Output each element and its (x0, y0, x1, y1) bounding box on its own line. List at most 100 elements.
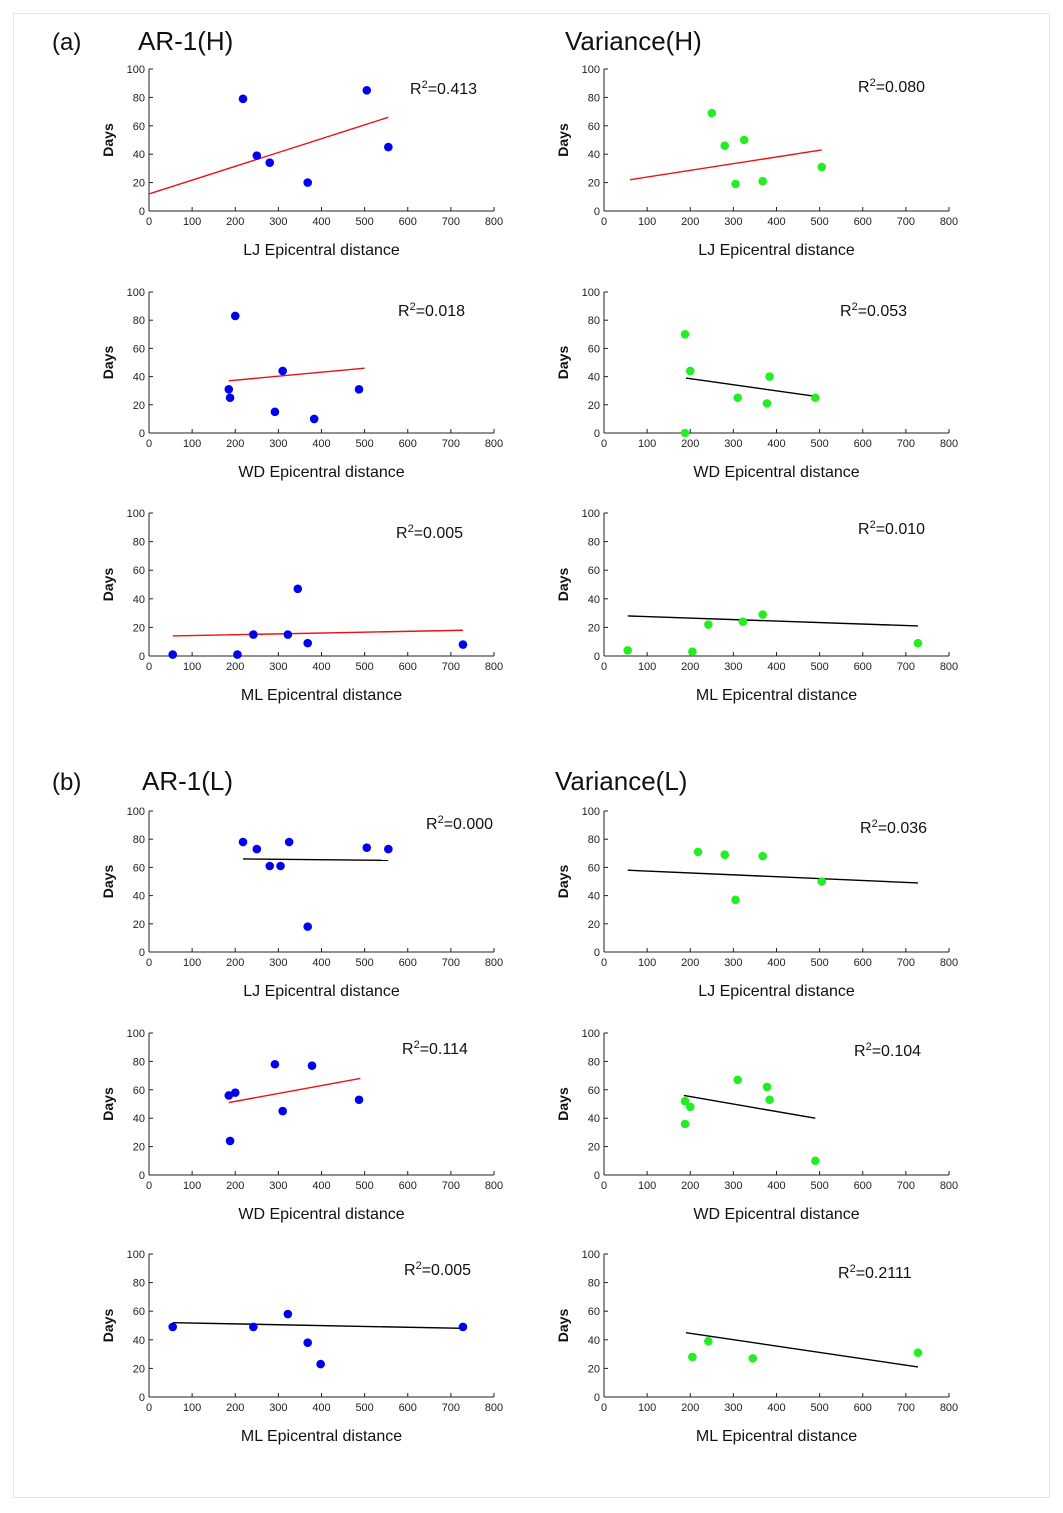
y-tick-label: 0 (139, 428, 145, 440)
x-tick-label: 100 (638, 1180, 656, 1192)
x-tick-label: 700 (897, 957, 915, 969)
x-tick-label: 200 (681, 216, 699, 228)
y-tick-label: 40 (133, 149, 145, 161)
y-tick-label: 0 (139, 651, 145, 663)
y-tick-label: 20 (588, 400, 600, 412)
data-point (293, 584, 303, 594)
y-tick-label: 20 (588, 622, 600, 634)
x-tick-label: 0 (601, 661, 607, 673)
title-variance-l: Variance(L) (555, 766, 687, 796)
x-tick-label: 600 (854, 957, 872, 969)
x-tick-label: 0 (146, 957, 152, 969)
data-point (233, 650, 242, 659)
x-tick-label: 300 (724, 1180, 742, 1192)
data-point (817, 162, 827, 172)
x-tick-label: 500 (810, 216, 828, 228)
data-point (168, 1322, 178, 1332)
y-tick-label: 80 (133, 834, 145, 846)
y-tick-label: 80 (133, 537, 145, 549)
chart-a-ar1-ml: 0 20 40 60 80 100 0 100 200 300 400 500 600 700 800 ML … (100, 508, 503, 704)
x-tick-label: 600 (854, 216, 872, 228)
data-point (762, 1082, 772, 1092)
data-point (704, 1336, 713, 1346)
y-tick-label: 0 (594, 947, 600, 959)
x-axis-label: ML Epicentral distance (696, 687, 857, 704)
y-axis-label: Days (100, 568, 116, 602)
y-axis-label: Days (555, 346, 571, 380)
x-tick-label: 600 (854, 438, 872, 450)
y-tick-label: 0 (594, 206, 600, 218)
y-tick-label: 20 (133, 178, 145, 190)
x-tick-label: 800 (940, 957, 958, 969)
x-tick-label: 500 (810, 957, 828, 969)
y-tick-label: 100 (127, 64, 145, 76)
data-point (913, 638, 923, 648)
y-tick-label: 60 (588, 862, 600, 874)
x-tick-label: 200 (681, 1180, 699, 1192)
data-point (283, 630, 293, 639)
y-tick-label: 80 (588, 1278, 600, 1290)
chart-b-var-wd: 0 20 40 60 80 100 0 100 200 300 400 500 600 700 800 WD … (555, 1028, 958, 1223)
data-point (238, 837, 248, 847)
chart-b-ar1-lj: 0 20 40 60 80 100 0 100 200 300 400 500 600 700 800 LJ … (100, 806, 503, 1000)
x-tick-label: 400 (312, 216, 330, 228)
x-tick-label: 400 (767, 438, 785, 450)
x-tick-label: 800 (485, 1180, 503, 1192)
data-point (680, 1096, 690, 1106)
data-point (303, 638, 313, 648)
y-tick-label: 0 (594, 651, 600, 663)
x-tick-label: 800 (485, 661, 503, 673)
data-point (270, 407, 280, 417)
data-point (685, 1102, 695, 1112)
data-point (680, 1119, 690, 1129)
x-tick-label: 500 (355, 661, 373, 673)
y-tick-label: 20 (588, 919, 600, 931)
y-tick-label: 80 (133, 1278, 145, 1290)
x-tick-label: 600 (854, 1180, 872, 1192)
data-point (758, 851, 767, 861)
data-point (265, 861, 275, 871)
chart-a-var-ml: 0 20 40 60 80 100 0 100 200 300 400 500 600 700 800 ML … (555, 508, 958, 704)
chart-b-var-ml: 0 20 40 60 80 100 0 100 200 300 400 500 600 700 800 ML … (555, 1249, 958, 1445)
y-tick-label: 0 (139, 947, 145, 959)
y-axis-label: Days (555, 1087, 571, 1121)
y-tick-label: 100 (127, 287, 145, 299)
x-tick-label: 200 (681, 438, 699, 450)
y-axis-label: Days (100, 346, 116, 380)
fit-line (228, 1077, 361, 1104)
x-tick-label: 300 (269, 216, 287, 228)
x-tick-label: 600 (399, 216, 417, 228)
x-tick-label: 700 (442, 661, 460, 673)
title-ar1-l: AR-1(L) (142, 766, 233, 796)
y-tick-label: 100 (127, 1249, 145, 1261)
r-squared-label: R2=0.413 (410, 79, 477, 98)
y-tick-label: 40 (133, 891, 145, 903)
x-tick-label: 100 (638, 661, 656, 673)
r-squared-label: R2=0.018 (398, 301, 465, 320)
x-tick-label: 600 (399, 661, 417, 673)
y-tick-label: 100 (582, 806, 600, 818)
x-tick-label: 300 (724, 216, 742, 228)
y-tick-label: 0 (594, 428, 600, 440)
data-point (249, 630, 258, 639)
y-tick-label: 40 (588, 1335, 600, 1347)
y-tick-label: 60 (133, 1306, 145, 1318)
x-tick-label: 400 (312, 1180, 330, 1192)
data-point (283, 1309, 293, 1319)
x-tick-label: 600 (399, 957, 417, 969)
x-tick-label: 200 (681, 1402, 699, 1414)
x-tick-label: 500 (810, 1402, 828, 1414)
x-tick-label: 0 (146, 1402, 152, 1414)
x-tick-label: 700 (897, 661, 915, 673)
data-point (278, 366, 287, 376)
fit-line (629, 149, 822, 181)
x-tick-label: 400 (767, 957, 785, 969)
chart-b-ar1-ml: 0 20 40 60 80 100 0 100 200 300 400 500 600 700 800 ML … (100, 1249, 503, 1445)
x-tick-label: 0 (146, 438, 152, 450)
x-tick-label: 100 (638, 438, 656, 450)
x-tick-label: 700 (897, 438, 915, 450)
x-tick-label: 500 (810, 1180, 828, 1192)
x-tick-label: 800 (940, 1180, 958, 1192)
